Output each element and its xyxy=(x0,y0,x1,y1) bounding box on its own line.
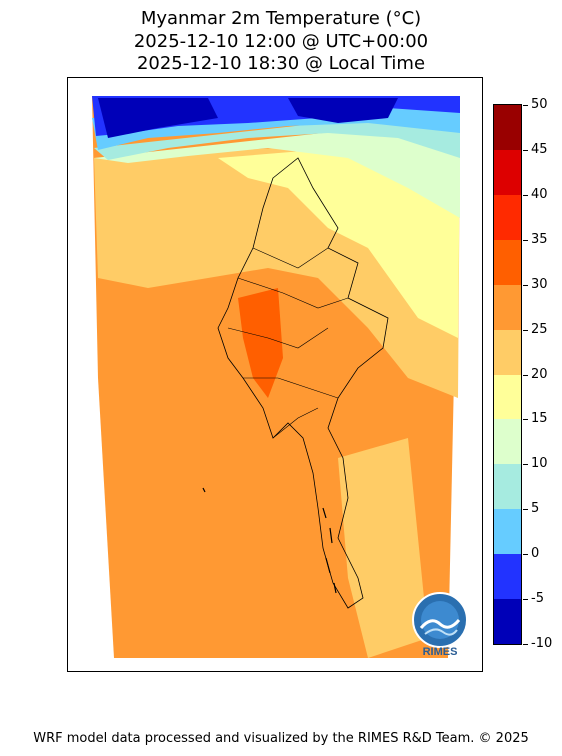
rimes-logo-emblem xyxy=(412,592,468,648)
colorbar-band xyxy=(494,374,521,420)
colorbar-tick-label: 50 xyxy=(531,97,548,112)
rimes-logo-text: RIMES xyxy=(422,646,458,658)
colorbar-band xyxy=(494,105,521,151)
temperature-field-15-20 xyxy=(218,138,460,338)
temperature-field-minus10-minus5 xyxy=(98,98,218,138)
coastal-islands xyxy=(202,487,337,594)
colorbar-band xyxy=(494,419,521,465)
colorbar-tick-label: 10 xyxy=(531,456,548,472)
temperature-field-20-25-southeast xyxy=(338,438,428,658)
colorbar-tick-label: 30 xyxy=(531,276,548,292)
colorbar-band xyxy=(494,464,521,510)
colorbar-tick xyxy=(523,464,528,466)
colorbar-band xyxy=(494,329,521,375)
colorbar-tick xyxy=(523,194,528,196)
colorbar-tick-label: -5 xyxy=(531,591,544,607)
colorbar-band xyxy=(494,149,521,196)
colorbar-band xyxy=(494,284,521,331)
colorbar-tick xyxy=(523,554,528,556)
temperature-field-10-15 xyxy=(94,118,460,218)
colorbar-tick-label: 20 xyxy=(531,366,548,382)
colorbar-tick-label: 5 xyxy=(531,501,540,517)
temperature-field-minus10-minus5-east xyxy=(288,98,398,123)
colorbar-tick xyxy=(523,374,528,376)
colorbar-tick-label: 40 xyxy=(531,186,548,202)
colorbar-tick xyxy=(523,599,528,601)
colorbar-band xyxy=(494,599,521,645)
colorbar-band xyxy=(494,239,521,286)
footer-credit: WRF model data processed and visualized … xyxy=(33,731,529,746)
colorbar-tick-label: 35 xyxy=(531,231,548,247)
colorbar-band xyxy=(494,554,521,600)
colorbar-band xyxy=(494,509,521,555)
rimes-logo: RIMES xyxy=(407,590,473,660)
colorbar-tick-label: 15 xyxy=(531,411,548,427)
colorbar-tick xyxy=(523,284,528,286)
colorbar-tick xyxy=(523,329,528,331)
colorbar-tick-label: 0 xyxy=(531,546,540,562)
colorbar-tick xyxy=(523,239,528,241)
temperature-map xyxy=(92,96,460,658)
colorbar-tick-label: 25 xyxy=(531,321,548,337)
state-borders xyxy=(227,247,349,439)
map-panel xyxy=(67,77,483,672)
title-line-3-local: 2025-12-10 18:30 @ Local Time xyxy=(136,53,426,74)
colorbar xyxy=(493,104,522,645)
colorbar-tick xyxy=(523,149,528,151)
colorbar-tick xyxy=(523,644,528,645)
colorbar-band xyxy=(494,194,521,241)
temperature-field-30-35 xyxy=(238,288,283,398)
title-line-1: Myanmar 2m Temperature (°C) xyxy=(140,8,422,29)
colorbar-tick xyxy=(523,105,528,106)
colorbar-tick xyxy=(523,509,528,511)
colorbar-tick-label: 45 xyxy=(531,141,548,157)
colorbar-tick-label: -10 xyxy=(531,636,553,651)
country-border xyxy=(217,157,389,609)
colorbar-tick xyxy=(523,419,528,421)
title-line-2-utc: 2025-12-10 12:00 @ UTC+00:00 xyxy=(133,31,429,52)
